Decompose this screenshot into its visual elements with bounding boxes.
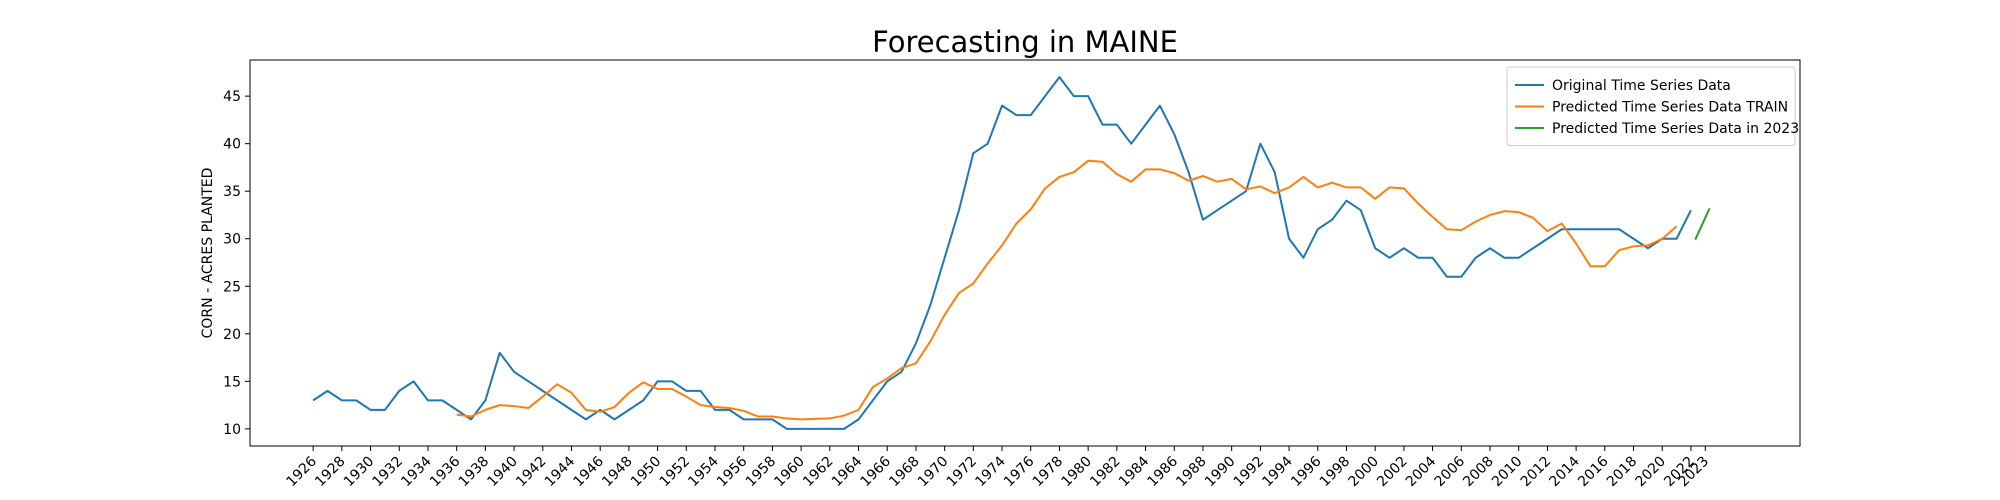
x-tick-label: 2010 <box>1489 454 1526 491</box>
x-tick-label: 2020 <box>1633 454 1670 491</box>
x-tick-label: 2002 <box>1374 454 1411 491</box>
legend-box <box>1506 66 1796 146</box>
x-tick-label: 1950 <box>628 454 665 491</box>
x-tick-label: 1962 <box>800 454 837 491</box>
x-tick-label: 1986 <box>1145 453 1182 490</box>
series-line-3 <box>1694 207 1711 241</box>
x-tick-label: 1984 <box>1116 453 1153 490</box>
y-tick-label: 20 <box>223 327 241 343</box>
x-tick-label: 1948 <box>599 454 636 491</box>
x-tick-label: 1990 <box>1202 454 1239 491</box>
x-tick-label: 1954 <box>685 453 722 490</box>
x-tick-label: 1974 <box>972 453 1009 490</box>
series-line-1 <box>312 76 1692 430</box>
y-tick-label: 45 <box>223 89 241 105</box>
y-tick-label: 15 <box>223 374 241 390</box>
plot-lines <box>312 76 1711 430</box>
x-tick-label: 1988 <box>1173 454 1210 491</box>
x-tick-label: 1926 <box>283 453 320 490</box>
x-tick-label: 1972 <box>944 454 981 491</box>
legend-label: Predicted Time Series Data TRAIN <box>1552 100 1788 116</box>
x-tick-label: 1978 <box>1030 454 1067 491</box>
x-tick-label: 2016 <box>1575 453 1612 490</box>
x-tick-label: 1944 <box>542 453 579 490</box>
x-tick-label: 2018 <box>1604 454 1641 491</box>
legend-label: Original Time Series Data <box>1552 78 1731 94</box>
y-tick-label: 40 <box>223 137 241 153</box>
x-tick-label: 1976 <box>1001 453 1038 490</box>
x-tick-label: 2004 <box>1403 453 1440 490</box>
x-tick-label: 1966 <box>858 453 895 490</box>
x-tick-label: 1960 <box>771 454 808 491</box>
x-tick-label: 1994 <box>1259 453 1296 490</box>
x-tick-label: 1968 <box>886 454 923 491</box>
x-tick-label: 1940 <box>484 454 521 491</box>
plot-frame <box>249 59 1801 447</box>
x-tick-label: 2012 <box>1518 454 1555 491</box>
legend: Original Time Series Data Predicted Time … <box>1506 66 1799 146</box>
x-tick-label: 1936 <box>427 453 464 490</box>
x-tick-label: 2000 <box>1345 454 1382 491</box>
x-tick-label: 1996 <box>1288 453 1325 490</box>
x-tick-label: 1970 <box>915 454 952 491</box>
y-tick-label: 10 <box>223 422 241 438</box>
x-tick-label: 1932 <box>370 454 407 491</box>
x-tick-label: 1946 <box>570 453 607 490</box>
x-axis: 1926192819301932193419361938194019421944… <box>283 446 1712 490</box>
x-tick-label: 1980 <box>1058 454 1095 491</box>
x-tick-label: 1964 <box>829 453 866 490</box>
x-tick-label: 1930 <box>341 454 378 491</box>
x-tick-label: 1942 <box>513 454 550 491</box>
series-line-2 <box>456 159 1678 421</box>
x-tick-label: 1952 <box>657 454 694 491</box>
x-tick-label: 1928 <box>312 454 349 491</box>
chart-title: Forecasting in MAINE <box>872 25 1178 59</box>
x-tick-label: 1982 <box>1087 454 1124 491</box>
x-tick-label: 2006 <box>1432 453 1469 490</box>
x-tick-label: 1992 <box>1231 454 1268 491</box>
x-tick-label: 2008 <box>1460 454 1497 491</box>
y-axis: 10 15 20 25 30 35 40 45 <box>223 89 250 438</box>
y-tick-label: 30 <box>223 232 241 248</box>
x-tick-label: 1956 <box>714 453 751 490</box>
x-tick-label: 2014 <box>1546 453 1583 490</box>
y-tick-label: 25 <box>223 279 241 295</box>
y-axis-title: CORN - ACRES PLANTED <box>200 168 216 339</box>
legend-label: Predicted Time Series Data in 2023 <box>1552 121 1799 137</box>
x-tick-label: 1934 <box>398 453 435 490</box>
x-tick-label: 1938 <box>456 454 493 491</box>
y-tick-label: 35 <box>223 184 241 200</box>
x-tick-label: 1998 <box>1317 454 1354 491</box>
x-tick-label: 1958 <box>743 454 780 491</box>
